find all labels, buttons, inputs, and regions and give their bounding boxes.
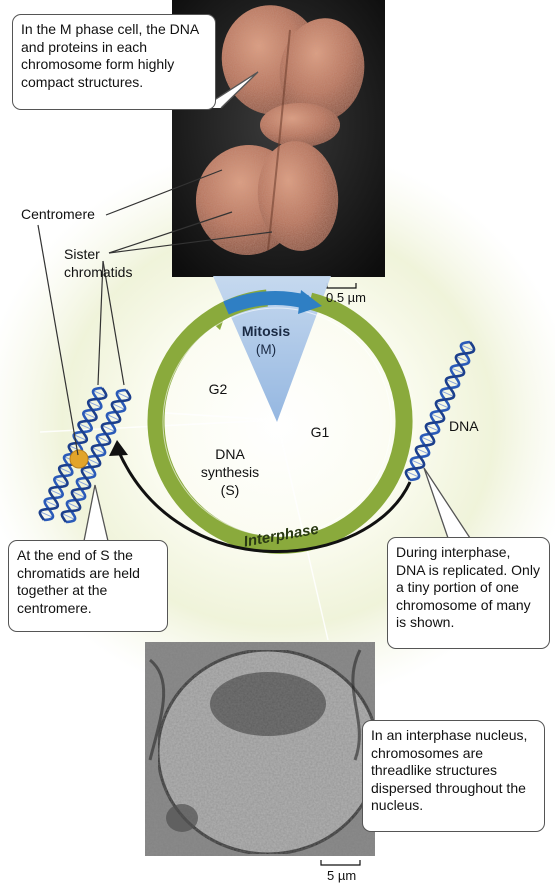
interphase-ring xyxy=(147,289,413,554)
s-phase-label-line3: (S) xyxy=(221,482,240,498)
callout-interphase-nucleus: In an interphase nucleus, chromosomes ar… xyxy=(362,720,545,832)
g2-label: G2 xyxy=(209,381,228,397)
helix-rung xyxy=(440,390,455,397)
helix-rung xyxy=(455,356,470,363)
helix-rung xyxy=(88,401,102,408)
helix-rung xyxy=(71,491,86,498)
mitosis-arrowhead xyxy=(298,290,322,314)
mitosis-arc xyxy=(223,291,309,315)
sister-chromatids-label-line1: Sister xyxy=(64,246,100,262)
helix-rung xyxy=(54,478,68,485)
scale-bar-bottom-label: 5 µm xyxy=(327,868,357,883)
helix-rung xyxy=(445,379,460,386)
helix-rung xyxy=(96,436,111,443)
mitosis-label: Mitosis xyxy=(242,323,290,339)
scale-bar-top-label: 0.5 µm xyxy=(326,290,367,305)
callout-interphase-dna-text: During interphase, DNA is replicated. On… xyxy=(396,544,540,630)
g1-label: G1 xyxy=(311,424,330,440)
m-phase-chromosome-micrograph xyxy=(172,0,385,277)
callout-m-phase: In the M phase cell, the DNA and protein… xyxy=(12,14,216,110)
helix-rung xyxy=(101,425,116,432)
helix-rung xyxy=(111,403,126,410)
helix-rung xyxy=(116,392,131,399)
callout-end-of-s-text: At the end of S the chromatids are held … xyxy=(17,547,140,616)
helix-rung xyxy=(106,414,121,421)
dna-label: DNA xyxy=(449,418,479,434)
callout-end-of-s: At the end of S the chromatids are held … xyxy=(8,540,168,632)
interphase-nucleus-micrograph xyxy=(145,642,380,856)
helix-rung xyxy=(73,434,87,441)
helix-rung xyxy=(92,390,107,397)
scale-bar-bottom xyxy=(320,860,361,866)
helix-rung xyxy=(405,471,420,478)
helix-rung xyxy=(39,511,54,518)
helix-rung xyxy=(83,412,97,419)
helix-rung xyxy=(76,480,91,487)
helix-strand xyxy=(404,341,476,481)
s-phase-label-line2: synthesis xyxy=(201,464,259,480)
helix-rung xyxy=(66,502,81,509)
ring-arrowhead-green xyxy=(205,301,230,330)
sister-chromatids-label-line2: chromatids xyxy=(64,264,133,280)
centromere-label: Centromere xyxy=(21,206,95,222)
centromere-marker xyxy=(69,449,89,469)
dna-helix-single xyxy=(404,340,476,482)
helix-rung xyxy=(450,367,465,374)
callout-tail-end-of-s xyxy=(83,484,109,542)
helix-rung xyxy=(49,489,63,496)
callout-tail-interphase xyxy=(423,467,471,539)
helix-rung xyxy=(44,500,58,507)
callout-interphase-dna: During interphase, DNA is replicated. On… xyxy=(387,537,550,649)
replication-arrowhead xyxy=(109,440,128,456)
helix-rung xyxy=(425,425,440,432)
callout-interphase-nucleus-text: In an interphase nucleus, chromosomes ar… xyxy=(371,727,528,813)
helix-rung xyxy=(78,423,92,430)
helix-rung xyxy=(435,402,450,409)
callout-m-phase-text: In the M phase cell, the DNA and protein… xyxy=(21,21,199,90)
helix-rung xyxy=(430,413,445,420)
helix-rung xyxy=(91,447,106,454)
mitosis-abbr-label: (M) xyxy=(256,342,276,357)
helix-rung xyxy=(420,436,435,443)
callout-tail-m-phase xyxy=(201,71,259,109)
helix-rung xyxy=(410,459,425,466)
helix-rung xyxy=(81,469,96,476)
replication-arrow xyxy=(116,449,412,554)
helix-rung xyxy=(61,513,76,520)
helix-rung xyxy=(59,467,73,474)
helix-rung xyxy=(86,458,101,465)
helix-rung xyxy=(415,448,430,455)
helix-strand xyxy=(60,389,132,523)
s-phase-label-line1: DNA xyxy=(215,446,245,462)
helix-rung xyxy=(460,344,475,351)
